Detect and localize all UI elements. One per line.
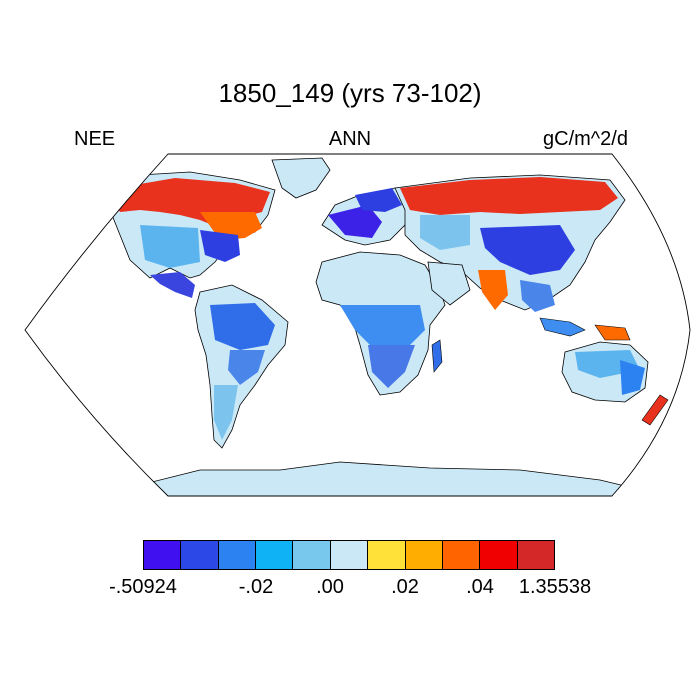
land-new-zealand bbox=[641, 394, 669, 426]
land-arabia bbox=[427, 261, 471, 306]
colorbar-swatch bbox=[442, 541, 481, 569]
region-us-east bbox=[200, 230, 240, 262]
colorbar-swatch bbox=[517, 541, 554, 569]
colorbar-tick-label: .02 bbox=[391, 576, 419, 598]
land-greenland bbox=[271, 157, 331, 199]
colorbar-swatch bbox=[480, 541, 518, 569]
colorbar bbox=[143, 540, 555, 570]
region-se-asia bbox=[520, 280, 555, 312]
region-central-africa bbox=[340, 305, 425, 345]
colorbar-tick-label: 1.35538 bbox=[518, 576, 592, 598]
region-southern-africa bbox=[368, 345, 415, 388]
units-label: gC/m^2/d bbox=[543, 128, 628, 150]
colorbar-swatch bbox=[181, 541, 219, 569]
land-antarctica bbox=[89, 461, 681, 496]
colorbar-swatch bbox=[293, 541, 331, 569]
map-border bbox=[24, 153, 691, 497]
region-brazil-south bbox=[228, 350, 265, 385]
region-central-asia bbox=[420, 215, 470, 250]
region-china bbox=[480, 225, 575, 275]
colorbar-tick-label: -.02 bbox=[238, 576, 274, 598]
region-europe-west bbox=[328, 205, 382, 238]
region-australia-east bbox=[620, 360, 645, 395]
variable-label: NEE bbox=[74, 128, 116, 150]
region-us-central bbox=[140, 225, 200, 268]
region-scandinavia bbox=[355, 188, 402, 212]
region-patagonia bbox=[214, 385, 238, 440]
region-india bbox=[478, 270, 508, 310]
land-madagascar bbox=[431, 339, 443, 373]
region-amazon bbox=[210, 303, 275, 350]
colorbar-tick-label: .04 bbox=[466, 576, 494, 598]
land-indonesia bbox=[539, 317, 586, 337]
colorbar-swatch bbox=[405, 541, 443, 569]
colorbar-swatch bbox=[256, 541, 294, 569]
map-title: 1850_149 (yrs 73-102) bbox=[218, 78, 482, 108]
colorbar-swatch bbox=[368, 541, 406, 569]
colorbar-tick-label: .00 bbox=[316, 576, 344, 598]
colorbar-tick-label: -.50924 bbox=[109, 576, 177, 598]
region-mexico bbox=[150, 272, 195, 298]
season-label: ANN bbox=[328, 128, 372, 150]
colorbar-swatch bbox=[218, 541, 257, 569]
colorbar-swatch bbox=[144, 541, 182, 569]
land-new-guinea bbox=[594, 324, 631, 341]
region-siberia bbox=[400, 177, 618, 215]
colorbar-swatch bbox=[330, 541, 369, 569]
